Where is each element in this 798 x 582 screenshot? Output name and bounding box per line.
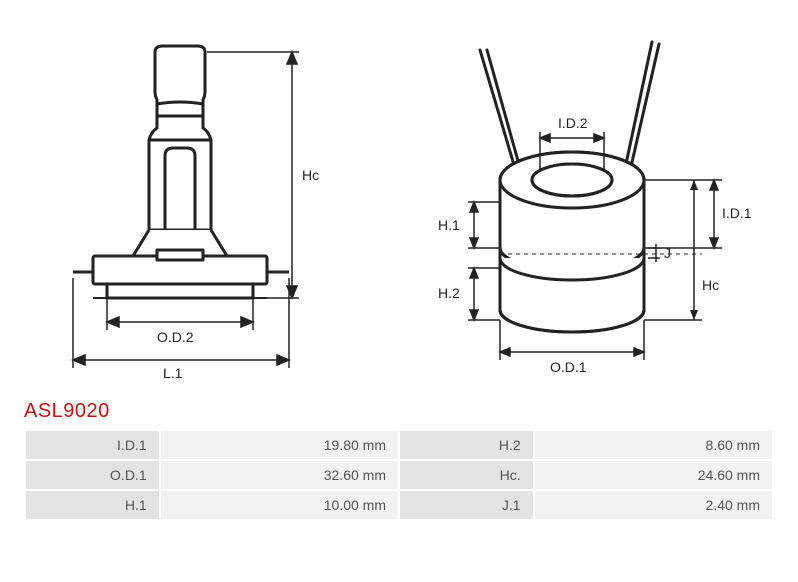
side-view-svg: Hc: [37, 20, 337, 380]
cell-label: I.D.1: [25, 430, 160, 460]
cell-label: Hc.: [399, 460, 534, 490]
part-number: ASL9020: [24, 400, 774, 423]
drawing-cylinder-view: I.D.2 H.1 H.2: [402, 20, 762, 380]
table-row: O.D.1 32.60 mm Hc. 24.60 mm: [25, 460, 773, 490]
cell-value: 2.40 mm: [534, 490, 773, 520]
cell-value: 19.80 mm: [160, 430, 399, 460]
cell-value: 10.00 mm: [160, 490, 399, 520]
dim-h2: H.2: [438, 285, 460, 301]
cell-label: O.D.1: [25, 460, 160, 490]
cell-label: J.1: [399, 490, 534, 520]
dim-h1: H.1: [438, 217, 460, 233]
table-row: I.D.1 19.80 mm H.2 8.60 mm: [25, 430, 773, 460]
drawings-row: Hc: [24, 20, 774, 380]
dim-l1: L.1: [163, 365, 183, 380]
cell-value: 8.60 mm: [534, 430, 773, 460]
table-row: H.1 10.00 mm J.1 2.40 mm: [25, 490, 773, 520]
dim-id1: I.D.1: [722, 205, 752, 221]
dim-od2: O.D.2: [157, 329, 194, 345]
cell-label: H.2: [399, 430, 534, 460]
dim-hc-r: Hc: [702, 277, 719, 293]
drawing-side-view: Hc: [37, 20, 337, 380]
cylinder-svg: I.D.2 H.1 H.2: [402, 20, 762, 380]
cell-value: 32.60 mm: [160, 460, 399, 490]
dim-id2: I.D.2: [558, 115, 588, 131]
cell-label: H.1: [25, 490, 160, 520]
dim-od1: O.D.1: [550, 359, 587, 375]
spec-table: I.D.1 19.80 mm H.2 8.60 mm O.D.1 32.60 m…: [24, 429, 774, 521]
dim-hc: Hc: [302, 167, 319, 183]
cell-value: 24.60 mm: [534, 460, 773, 490]
